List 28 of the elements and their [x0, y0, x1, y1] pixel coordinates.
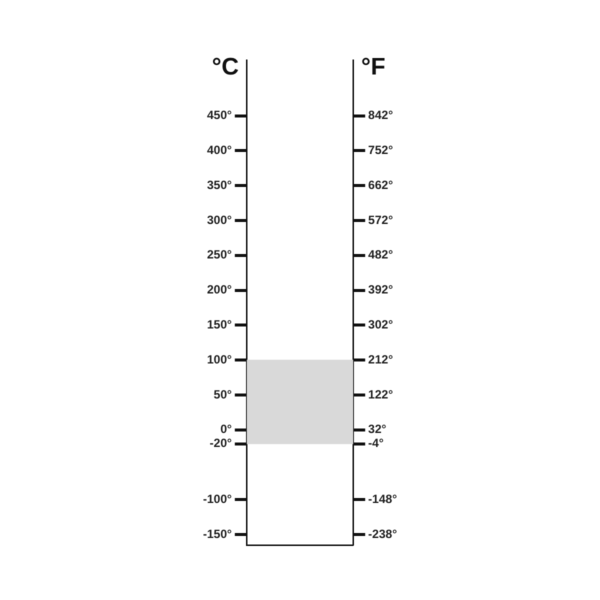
y2-tick-label: 122°	[368, 387, 394, 402]
y2-tick-label: -238°	[368, 526, 398, 541]
y-tick-label: -100°	[202, 492, 232, 506]
y2-tick-label: 752°	[368, 143, 394, 158]
y-axis-title: °C	[212, 54, 239, 81]
y2-tick-label: -4°	[368, 436, 384, 450]
y-tick-label: 450°	[206, 108, 232, 122]
y-tick-label: -20°	[210, 436, 232, 450]
y-tick-label: -150°	[202, 526, 232, 541]
y-tick-label: 100°	[206, 352, 232, 366]
y2-tick-label: 482°	[368, 248, 394, 262]
y2-tick-label: 212°	[368, 352, 394, 366]
y2-axis-title: °F	[361, 54, 386, 81]
y-tick-label: 350°	[206, 178, 232, 192]
y-tick-label: 0°	[220, 422, 232, 436]
y2-tick-label: -148°	[368, 492, 398, 506]
y2-tick-label: 572°	[368, 212, 394, 227]
y-tick-label: 250°	[206, 248, 232, 262]
y2-tick-label: 662°	[368, 178, 394, 192]
y2-tick-label: 302°	[368, 317, 394, 332]
y-tick-label: 300°	[206, 212, 232, 227]
y-tick-label: 400°	[206, 143, 232, 158]
y-tick-label: 50°	[214, 387, 232, 402]
y2-tick-label: 32°	[368, 422, 387, 436]
y-tick-label: 150°	[206, 317, 232, 332]
y2-tick-label: 392°	[368, 282, 394, 297]
y2-tick-label: 842°	[368, 108, 394, 122]
y-tick-label: 200°	[206, 282, 232, 297]
